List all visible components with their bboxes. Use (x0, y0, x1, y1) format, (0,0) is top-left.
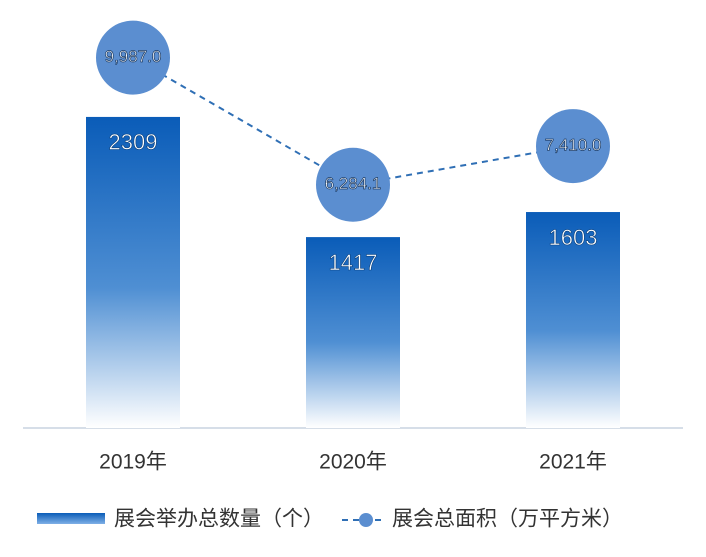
line-marker (536, 109, 610, 184)
x-tick-label: 2019年 (99, 451, 167, 474)
line-value-label: 9,987.0 (105, 47, 162, 66)
bar (526, 212, 620, 428)
bar-value-label: 1417 (329, 250, 378, 275)
line-marker (96, 20, 170, 95)
bar-value-label: 1603 (549, 225, 598, 250)
line-value-label: 7,410.0 (545, 136, 602, 155)
x-tick-label: 2020年 (319, 451, 387, 474)
line-marker (316, 147, 390, 222)
bar-value-label: 2309 (109, 130, 158, 155)
legend-swatch (37, 513, 105, 524)
bar (306, 237, 400, 428)
legend-label: 展会举办总数量（个） (114, 508, 324, 531)
legend-marker (359, 513, 373, 527)
line-value-label: 6,284.1 (325, 174, 382, 193)
bar (86, 116, 180, 428)
legend-label: 展会总面积（万平方米） (392, 508, 623, 531)
x-tick-label: 2021年 (539, 451, 607, 474)
